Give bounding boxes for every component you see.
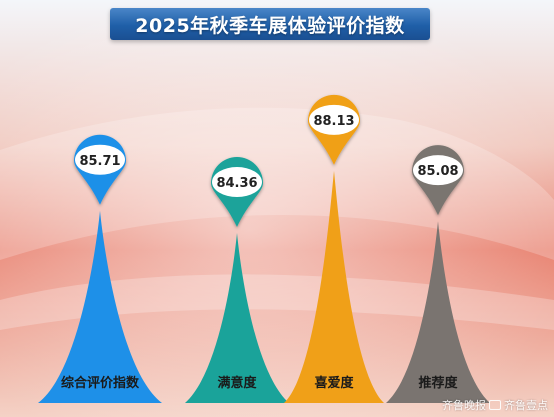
value-label-bg-3	[309, 104, 359, 135]
bar-3	[284, 170, 384, 403]
bar-2	[185, 233, 289, 403]
bar-1	[38, 210, 162, 403]
value-label-4: 85.08	[417, 164, 458, 179]
category-label-2: 满意度	[217, 375, 257, 391]
value-label-bg-2	[212, 167, 262, 198]
category-label-4: 推荐度	[418, 375, 458, 391]
value-label-3: 88.13	[313, 114, 354, 129]
watermark: 齐鲁晚报 齐鲁壹点	[442, 397, 548, 413]
value-label-1: 85.71	[79, 154, 120, 169]
category-label-3: 喜爱度	[314, 375, 354, 391]
watermark-publisher: 齐鲁晚报	[442, 399, 486, 412]
chart-title: 2025年秋季车展体验评价指数	[135, 14, 405, 37]
chart-title-banner: 2025年秋季车展体验评价指数	[110, 8, 430, 40]
value-label-2: 84.36	[216, 176, 257, 191]
value-label-bg-1	[75, 144, 125, 175]
watermark-app: 齐鲁壹点	[504, 399, 548, 412]
watermark-logo-icon	[489, 400, 501, 410]
category-label-1: 综合评价指数	[61, 375, 140, 391]
chart-marks: 85.71 综合评价指数 84.36 满意度 88.13 喜爱度 85.08 推荐度	[38, 94, 490, 403]
bar-4	[386, 221, 490, 403]
value-label-bg-4	[413, 155, 463, 186]
